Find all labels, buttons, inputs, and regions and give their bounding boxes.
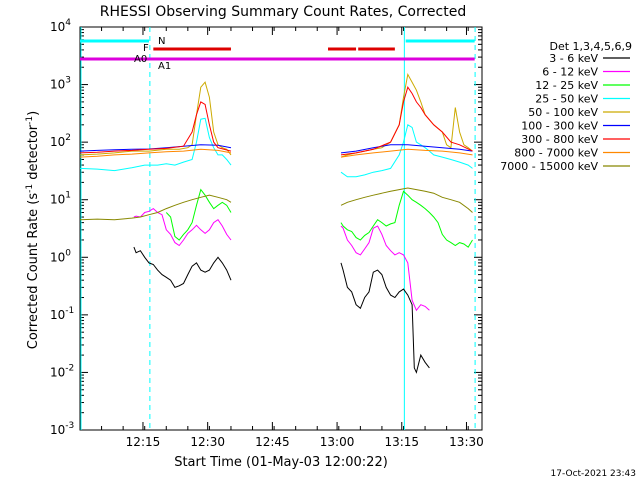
legend-label: 100 - 300 keV xyxy=(521,120,598,133)
x-tick-label: 13:30 xyxy=(449,435,484,449)
x-axis-label: Start Time (01-May-03 12:00:22) xyxy=(174,455,388,470)
legend-label: 3 - 6 keV xyxy=(549,52,598,65)
x-tick-label: 12:30 xyxy=(190,435,225,449)
plot-frame xyxy=(79,26,483,431)
y-tick-label: 10-2 xyxy=(50,363,74,379)
x-tick-label: 13:00 xyxy=(320,435,355,449)
y-tick-label: 104 xyxy=(50,18,71,34)
series-lines xyxy=(79,72,473,374)
y-axis-label: Corrected Count Rate (s-1 detector-1) xyxy=(25,111,41,349)
series-line xyxy=(340,124,473,178)
series-line xyxy=(340,225,430,312)
series-line xyxy=(133,246,232,289)
x-tick-label: 13:15 xyxy=(384,435,419,449)
y-tick-label: 100 xyxy=(50,248,71,264)
y-tick-label: 10-1 xyxy=(50,306,74,322)
series-line xyxy=(340,187,473,213)
series-line xyxy=(79,194,232,221)
flag-label-a0: A0 xyxy=(134,54,147,65)
legend-title: Det 1,3,4,5,6,9 xyxy=(549,40,632,53)
footer-timestamp: 17-Oct-2021 23:43 xyxy=(551,469,636,479)
legend-label: 50 - 100 keV xyxy=(528,106,598,119)
legend-label: 7000 - 15000 keV xyxy=(500,160,598,173)
x-axis: 12:15 12:30 12:45 13:00 13:15 13:30 xyxy=(79,27,484,449)
vertical-markers xyxy=(80,27,476,430)
series-line xyxy=(79,148,232,158)
x-tick-label: 12:15 xyxy=(126,435,161,449)
y-tick-label: 101 xyxy=(50,191,71,207)
series-line xyxy=(165,188,232,241)
flag-label-f: F xyxy=(143,43,149,54)
series-line xyxy=(79,117,232,172)
legend-label: 800 - 7000 keV xyxy=(514,147,598,160)
y-tick-label: 102 xyxy=(50,133,71,149)
flag-label-a1: A1 xyxy=(158,61,171,72)
series-line xyxy=(133,207,232,247)
flag-label-n: N xyxy=(158,36,165,47)
series-line xyxy=(340,262,430,374)
legend-label: 25 - 50 keV xyxy=(535,93,598,106)
x-tick-label: 12:45 xyxy=(255,435,290,449)
series-line xyxy=(340,86,473,156)
chart-title: RHESSI Observing Summary Count Rates, Co… xyxy=(100,4,466,20)
legend-label: 12 - 25 keV xyxy=(535,79,598,92)
legend-label: 300 - 800 keV xyxy=(521,133,598,146)
y-tick-label: 103 xyxy=(50,76,71,92)
series-line xyxy=(79,101,232,154)
series-line xyxy=(340,144,473,154)
y-axis: 10-3 10-2 10-1 100 101 102 103 104 xyxy=(50,18,482,437)
legend-label: 6 - 12 keV xyxy=(542,66,598,79)
series-line xyxy=(340,190,473,248)
y-tick-label: 10-3 xyxy=(50,421,74,437)
series-line xyxy=(340,148,473,158)
